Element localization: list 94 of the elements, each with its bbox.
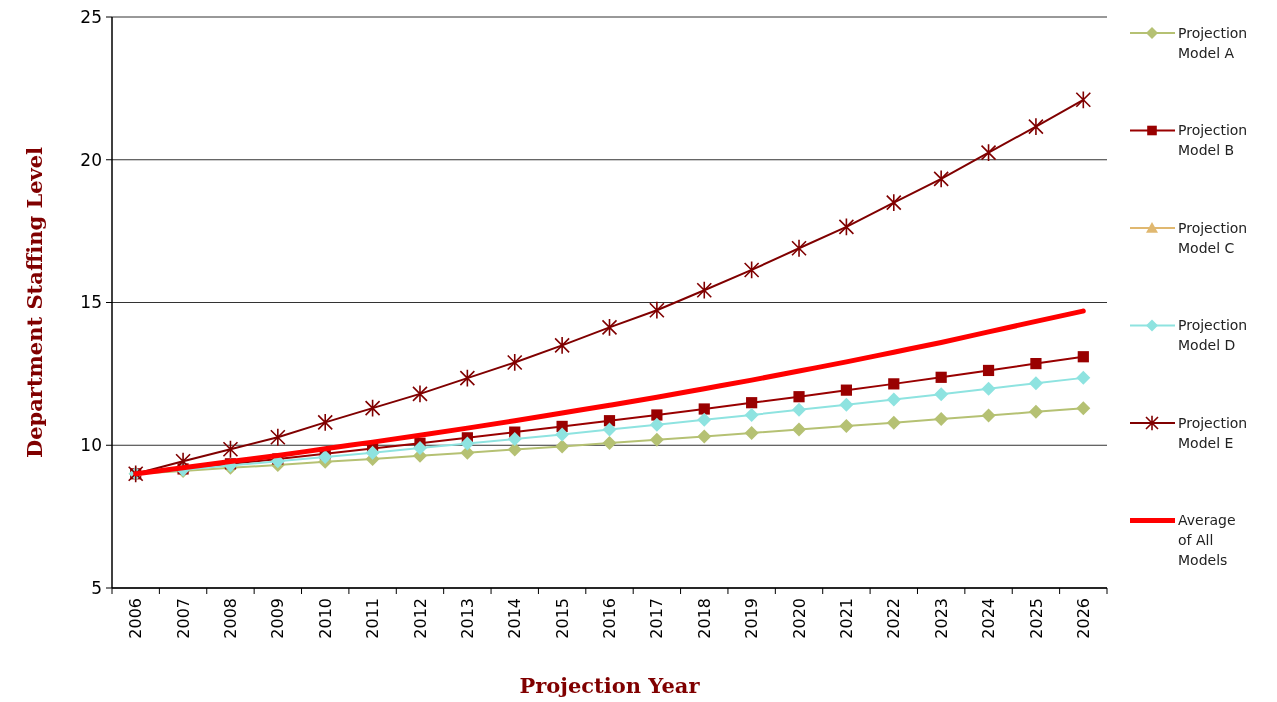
legend-label: Projection Model E [1178, 414, 1248, 451]
x-tick-label: 2025 [1026, 598, 1046, 639]
x-tick-label: 2018 [694, 598, 714, 639]
point [980, 143, 997, 162]
point [934, 411, 949, 426]
point [317, 413, 334, 432]
point [1028, 117, 1044, 136]
point [602, 435, 617, 450]
point [459, 368, 476, 388]
point [555, 439, 570, 454]
x-tick-label: 2023 [931, 598, 951, 639]
point [1077, 351, 1089, 363]
x-tick-label: 2021 [837, 598, 856, 639]
point [793, 391, 805, 403]
point [412, 441, 427, 456]
point [365, 445, 380, 460]
point [270, 428, 286, 447]
x-tick-label: 2022 [884, 598, 904, 639]
point [933, 169, 949, 189]
point [1030, 358, 1042, 370]
point [1028, 404, 1043, 419]
point [1076, 370, 1091, 385]
x-tick-label: 2012 [410, 598, 430, 639]
legend-label: Projection Model A [1178, 24, 1248, 61]
point [886, 392, 901, 407]
x-tick-label: 2020 [789, 598, 809, 639]
point [555, 427, 570, 442]
point [935, 371, 947, 383]
point [982, 364, 995, 377]
point [649, 417, 664, 432]
point [839, 397, 854, 412]
point [981, 381, 996, 396]
point [603, 415, 616, 427]
x-tick-label: 2014 [505, 598, 525, 639]
point [743, 260, 760, 280]
legend-label: Average of All Models [1178, 512, 1236, 568]
point [886, 415, 901, 430]
legend-label: Projection Model D [1178, 317, 1248, 353]
point [697, 412, 712, 427]
x-tick-label: 2013 [457, 598, 477, 639]
x-tick-label: 2011 [363, 598, 383, 639]
x-tick-label: 2026 [1073, 598, 1093, 639]
x-tick-label: 2008 [221, 598, 241, 639]
point [981, 408, 996, 423]
point [364, 398, 381, 418]
x-tick-label: 2016 [600, 598, 620, 639]
point [649, 301, 665, 320]
point [651, 409, 663, 421]
point [791, 239, 807, 258]
x-tick-label: 2017 [647, 598, 667, 639]
x-axis-title: Projection Year [519, 673, 701, 698]
x-tick-label: 2007 [173, 598, 193, 639]
point [696, 281, 713, 300]
x-tick-label: 2024 [979, 598, 999, 639]
legend-label: Projection Model B [1178, 122, 1248, 158]
x-tick-label: 2009 [268, 598, 288, 639]
point [746, 397, 758, 409]
point [888, 378, 900, 390]
point [839, 419, 854, 434]
point [506, 353, 523, 372]
point [792, 402, 807, 417]
legend-label: Projection Model C [1178, 219, 1248, 256]
point [840, 384, 853, 396]
y-tick-label: 5 [91, 577, 102, 598]
point [934, 387, 949, 402]
point [507, 431, 522, 446]
point [1076, 401, 1091, 416]
point [792, 422, 807, 437]
point [744, 407, 759, 422]
point [554, 336, 570, 355]
point [507, 442, 522, 457]
point [601, 318, 618, 337]
x-tick-label: 2015 [552, 598, 572, 639]
x-tick-label: 2019 [742, 598, 762, 639]
point [460, 436, 475, 451]
x-tick-label: 2010 [315, 598, 335, 639]
point [1075, 90, 1092, 109]
y-axis-title: Department Staffing Level [22, 146, 47, 459]
x-tick-label: 2006 [126, 598, 146, 639]
y-tick-label: 25 [80, 6, 102, 27]
point [222, 440, 239, 459]
point [318, 449, 333, 464]
point [744, 425, 759, 440]
point [838, 217, 855, 237]
point [697, 429, 712, 444]
point [698, 403, 710, 415]
point [649, 432, 664, 447]
y-tick-label: 15 [80, 292, 102, 313]
point [602, 422, 617, 437]
y-tick-label: 20 [80, 149, 102, 170]
point [1028, 376, 1043, 391]
point [412, 384, 428, 404]
point [885, 193, 902, 212]
y-tick-label: 10 [80, 435, 102, 456]
